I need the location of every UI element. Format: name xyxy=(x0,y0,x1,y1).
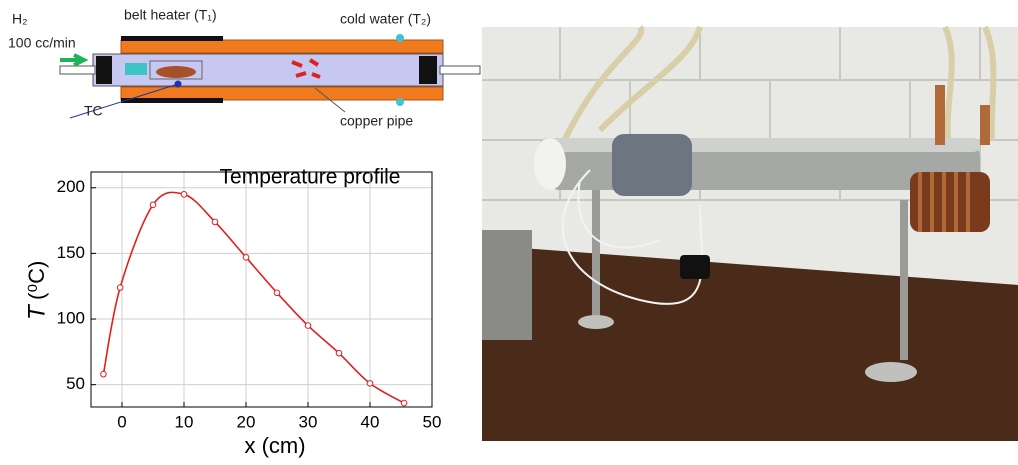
sample xyxy=(156,66,196,78)
data-point xyxy=(116,284,124,291)
data-point xyxy=(211,218,219,226)
x-tick-label: 30 xyxy=(299,412,318,431)
plug-left xyxy=(96,56,112,84)
x-tick-label: 50 xyxy=(423,412,442,431)
y-axis-label: T (⁰C) xyxy=(23,261,50,320)
data-point xyxy=(400,399,408,407)
x-tick-label: 10 xyxy=(175,412,194,431)
data-line xyxy=(102,191,405,404)
data-point xyxy=(180,191,188,198)
copper-tube xyxy=(935,85,945,145)
label: H₂ xyxy=(12,11,28,27)
plot-area xyxy=(90,171,433,408)
chart-title: Temperature profile xyxy=(220,166,401,189)
tubing xyxy=(557,25,997,152)
belt-top xyxy=(121,36,223,41)
photo xyxy=(482,25,1018,441)
y-tick-label: 100 xyxy=(57,309,85,328)
coil-turns xyxy=(918,172,970,232)
data-point xyxy=(242,254,250,261)
x-axis-label: x (cm) xyxy=(244,433,305,458)
stand-base xyxy=(578,315,614,329)
data-point xyxy=(273,289,281,297)
label: belt heater (T₁) xyxy=(124,7,217,23)
plug xyxy=(680,255,710,279)
water-in xyxy=(396,34,404,42)
belt-bottom xyxy=(121,98,223,103)
heater-bottom xyxy=(120,86,444,101)
stand xyxy=(592,190,600,320)
pipe-shine xyxy=(540,138,980,152)
stand-base xyxy=(865,362,917,382)
boat xyxy=(149,60,203,80)
label: copper pipe xyxy=(340,113,413,129)
pipe-leader xyxy=(314,87,346,113)
sensor xyxy=(125,63,147,75)
flow-arrow xyxy=(60,53,89,67)
y-label-unit: (⁰C) xyxy=(24,261,49,300)
y-tick-label: 50 xyxy=(66,374,85,393)
plug-right xyxy=(419,56,437,84)
data-point xyxy=(304,322,312,329)
reactor-diagram: H₂ 100 cc/min belt heater (T₁) cold wate… xyxy=(8,7,481,129)
inlet xyxy=(59,65,96,75)
tc-tip xyxy=(174,80,182,88)
y-tick-label: 150 xyxy=(57,243,85,262)
copper-tube xyxy=(980,105,990,145)
belt-heater xyxy=(612,134,692,196)
data-point xyxy=(335,349,343,357)
shelf xyxy=(482,245,1018,441)
y-tick-label: 200 xyxy=(57,177,85,196)
label: cold water (T₂) xyxy=(340,11,431,27)
copper-pieces xyxy=(291,58,321,79)
water-out xyxy=(396,98,404,106)
stand xyxy=(900,200,908,360)
heater-top xyxy=(120,39,444,54)
data-point xyxy=(149,201,157,209)
data-point xyxy=(100,370,107,378)
data-point xyxy=(366,380,374,387)
tc-wire xyxy=(69,83,179,119)
label: 100 cc/min xyxy=(8,35,76,51)
label: TC xyxy=(84,103,103,119)
x-tick-label: 40 xyxy=(361,412,380,431)
x-tick-label: 0 xyxy=(117,412,126,431)
x-tick-label: 20 xyxy=(237,412,256,431)
tube xyxy=(92,53,444,87)
y-label-symbol: T xyxy=(23,303,50,320)
box xyxy=(482,230,532,340)
outlet xyxy=(439,65,481,75)
end-cap xyxy=(534,138,566,190)
